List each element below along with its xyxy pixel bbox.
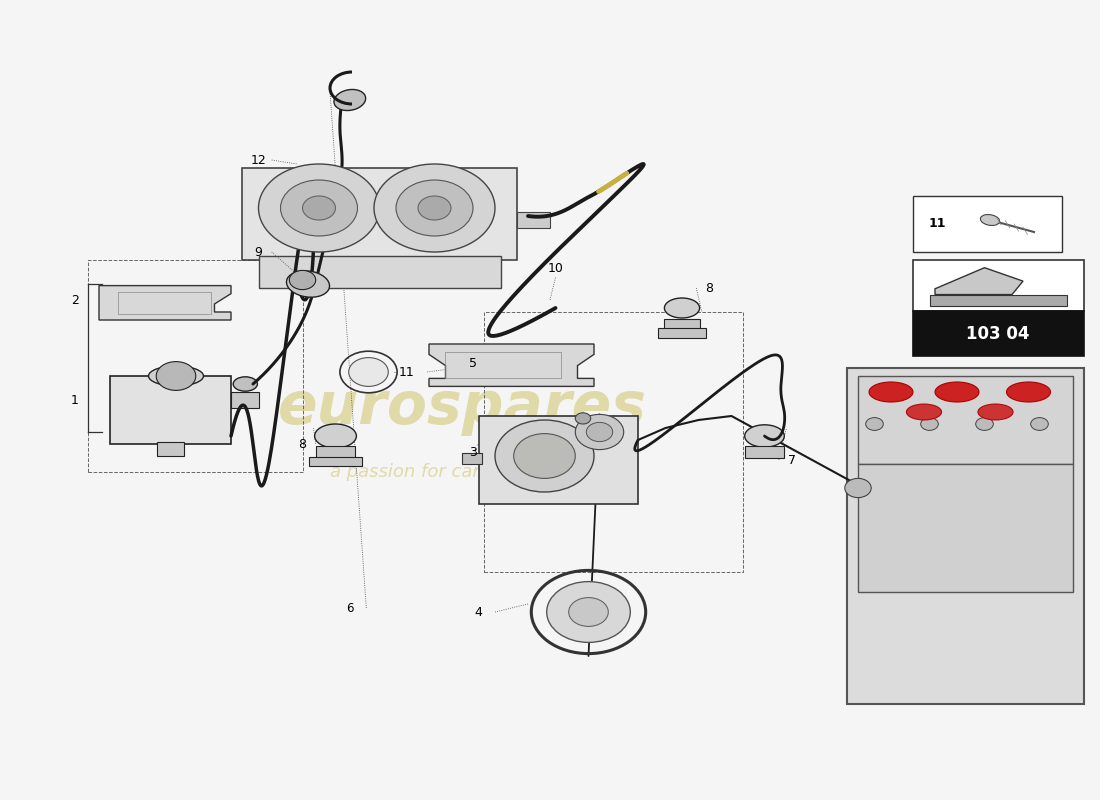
Circle shape: [845, 478, 871, 498]
Ellipse shape: [1006, 382, 1050, 402]
Circle shape: [575, 413, 591, 424]
Text: 5: 5: [469, 358, 477, 370]
Text: 11: 11: [928, 218, 946, 230]
Bar: [231, 392, 258, 408]
Bar: [446, 352, 561, 378]
Circle shape: [156, 362, 196, 390]
Ellipse shape: [978, 404, 1013, 420]
Text: 6: 6: [346, 602, 353, 614]
Ellipse shape: [906, 404, 942, 420]
Circle shape: [866, 418, 883, 430]
Ellipse shape: [664, 298, 700, 318]
Text: 10: 10: [548, 262, 563, 274]
Text: 103 04: 103 04: [967, 325, 1030, 343]
Circle shape: [586, 422, 613, 442]
Polygon shape: [930, 294, 1067, 306]
Circle shape: [258, 164, 380, 252]
Bar: [913, 311, 1084, 356]
Circle shape: [1031, 418, 1048, 430]
Bar: [258, 256, 500, 288]
Ellipse shape: [286, 270, 330, 298]
Circle shape: [514, 434, 575, 478]
Text: eurospares: eurospares: [277, 379, 647, 437]
Ellipse shape: [980, 214, 1000, 226]
Circle shape: [495, 420, 594, 492]
Bar: [316, 446, 355, 458]
Bar: [658, 328, 706, 338]
Ellipse shape: [315, 424, 356, 448]
Bar: [913, 196, 1062, 252]
Bar: [242, 168, 517, 260]
Ellipse shape: [869, 382, 913, 402]
Ellipse shape: [745, 425, 784, 447]
Polygon shape: [99, 286, 231, 320]
Bar: [462, 453, 482, 464]
Circle shape: [396, 180, 473, 236]
Ellipse shape: [148, 366, 204, 386]
Circle shape: [280, 180, 358, 236]
Circle shape: [289, 270, 316, 290]
Circle shape: [575, 414, 624, 450]
Bar: [858, 376, 1072, 464]
Polygon shape: [429, 344, 594, 386]
Text: 12: 12: [251, 154, 266, 166]
Text: 11: 11: [399, 366, 415, 378]
Text: 8: 8: [705, 282, 714, 294]
Bar: [745, 446, 784, 458]
Bar: [157, 442, 184, 456]
Text: 4: 4: [474, 606, 483, 618]
Text: 9: 9: [254, 246, 263, 258]
Text: 3: 3: [469, 446, 477, 458]
Text: 8: 8: [298, 438, 307, 450]
Text: 2: 2: [70, 294, 79, 306]
Bar: [847, 368, 1084, 704]
Circle shape: [349, 358, 388, 386]
Bar: [478, 416, 638, 504]
Circle shape: [374, 164, 495, 252]
Bar: [858, 464, 1072, 592]
Circle shape: [547, 582, 630, 642]
Circle shape: [921, 418, 938, 430]
Ellipse shape: [334, 90, 365, 110]
Bar: [913, 260, 1084, 311]
Circle shape: [418, 196, 451, 220]
Circle shape: [302, 196, 336, 220]
Ellipse shape: [233, 377, 257, 391]
Ellipse shape: [935, 382, 979, 402]
Bar: [664, 319, 700, 330]
Bar: [118, 292, 211, 314]
Circle shape: [976, 418, 993, 430]
Text: 7: 7: [788, 454, 796, 466]
Text: a passion for cars since 1989: a passion for cars since 1989: [330, 463, 594, 481]
Bar: [309, 457, 362, 466]
Bar: [484, 312, 742, 572]
Text: 1: 1: [70, 394, 79, 406]
Polygon shape: [935, 268, 1023, 294]
Bar: [88, 260, 302, 472]
Bar: [517, 212, 550, 228]
Bar: [110, 376, 231, 444]
Circle shape: [569, 598, 608, 626]
